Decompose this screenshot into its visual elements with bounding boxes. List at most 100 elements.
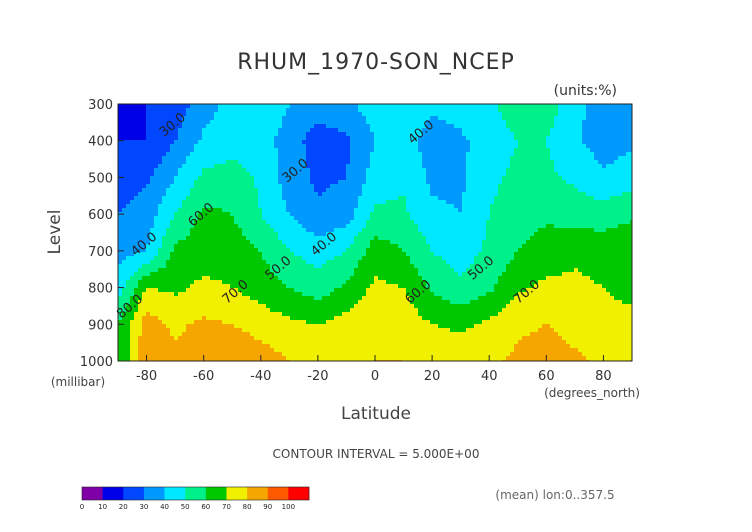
contour-cell bbox=[130, 196, 135, 201]
contour-cell bbox=[414, 252, 419, 257]
contour-cell bbox=[466, 144, 471, 149]
contour-cell bbox=[510, 220, 515, 225]
contour-cell bbox=[358, 180, 363, 185]
contour-cell bbox=[626, 252, 631, 257]
contour-cell bbox=[558, 220, 563, 225]
contour-cell bbox=[514, 160, 519, 165]
contour-cell bbox=[386, 148, 391, 153]
contour-cell bbox=[210, 236, 215, 241]
contour-cell bbox=[354, 196, 359, 201]
contour-cell bbox=[354, 192, 359, 197]
contour-cell bbox=[574, 164, 579, 169]
contour-cell bbox=[554, 212, 559, 217]
contour-cell bbox=[434, 140, 439, 145]
contour-cell bbox=[458, 204, 463, 209]
contour-cell bbox=[558, 120, 563, 125]
contour-cell bbox=[422, 232, 427, 237]
contour-cell bbox=[178, 224, 183, 229]
contour-cell bbox=[414, 236, 419, 241]
contour-cell bbox=[478, 136, 483, 141]
contour-cell bbox=[354, 112, 359, 117]
contour-cell bbox=[182, 204, 187, 209]
contour-cell bbox=[122, 208, 127, 213]
contour-cell bbox=[282, 112, 287, 117]
contour-cell bbox=[238, 192, 243, 197]
contour-cell bbox=[178, 220, 183, 225]
contour-cell bbox=[142, 232, 147, 237]
contour-cell bbox=[170, 188, 175, 193]
contour-cell bbox=[314, 248, 319, 253]
contour-cell bbox=[126, 164, 131, 169]
contour-cell bbox=[522, 244, 527, 249]
contour-cell bbox=[286, 188, 291, 193]
contour-cell bbox=[222, 104, 227, 109]
contour-cell bbox=[630, 244, 632, 249]
contour-cell bbox=[430, 128, 435, 133]
contour-cell bbox=[470, 220, 475, 225]
contour-cell bbox=[478, 208, 483, 213]
contour-cell bbox=[202, 168, 207, 173]
contour-cell bbox=[350, 164, 355, 169]
contour-cell bbox=[474, 208, 479, 213]
contour-cell bbox=[274, 256, 279, 261]
contour-cell bbox=[394, 156, 399, 161]
contour-cell bbox=[598, 144, 603, 149]
contour-cell bbox=[386, 124, 391, 129]
contour-cell bbox=[310, 216, 315, 221]
contour-cell bbox=[378, 112, 383, 117]
contour-cell bbox=[394, 240, 399, 245]
contour-cell bbox=[606, 252, 611, 257]
contour-cell bbox=[570, 108, 575, 113]
contour-cell bbox=[586, 176, 591, 181]
contour-cell bbox=[602, 220, 607, 225]
contour-cell bbox=[442, 192, 447, 197]
contour-cell bbox=[626, 204, 631, 209]
contour-cell bbox=[154, 116, 159, 121]
contour-cell bbox=[246, 244, 251, 249]
contour-cell bbox=[282, 224, 287, 229]
contour-cell bbox=[470, 248, 475, 253]
contour-cell bbox=[330, 152, 335, 157]
contour-cell bbox=[574, 160, 579, 165]
contour-cell bbox=[506, 128, 511, 133]
contour-cell bbox=[374, 232, 379, 237]
contour-cell bbox=[298, 252, 303, 257]
contour-cell bbox=[186, 124, 191, 129]
contour-cell bbox=[326, 248, 331, 253]
contour-cell bbox=[294, 168, 299, 173]
contour-cell bbox=[566, 212, 571, 217]
contour-cell bbox=[282, 248, 287, 253]
contour-cell bbox=[554, 164, 559, 169]
contour-cell bbox=[482, 252, 487, 257]
contour-cell bbox=[262, 176, 267, 181]
contour-cell bbox=[118, 220, 123, 225]
contour-cell bbox=[270, 224, 275, 229]
contour-cell bbox=[350, 200, 355, 205]
contour-cell bbox=[142, 112, 147, 117]
contour-cell bbox=[286, 228, 291, 233]
contour-cell bbox=[502, 156, 507, 161]
contour-cell bbox=[450, 252, 455, 257]
contour-cell bbox=[374, 164, 379, 169]
contour-cell bbox=[298, 212, 303, 217]
contour-cell bbox=[590, 220, 595, 225]
contour-cell bbox=[454, 132, 459, 137]
contour-cell bbox=[258, 172, 263, 177]
contour-cell bbox=[342, 188, 347, 193]
contour-cell bbox=[454, 116, 459, 121]
contour-cell bbox=[578, 140, 583, 145]
contour-cell bbox=[322, 140, 327, 145]
contour-cell bbox=[410, 168, 415, 173]
contour-cell bbox=[606, 196, 611, 201]
contour-cell bbox=[182, 192, 187, 197]
contour-cell bbox=[614, 212, 619, 217]
contour-cell bbox=[406, 140, 411, 145]
contour-cell bbox=[566, 160, 571, 165]
contour-cell bbox=[350, 156, 355, 161]
contour-cell bbox=[338, 136, 343, 141]
contour-cell bbox=[546, 232, 551, 237]
contour-cell bbox=[498, 204, 503, 209]
contour-cell bbox=[610, 188, 615, 193]
contour-cell bbox=[462, 180, 467, 185]
contour-cell bbox=[478, 184, 483, 189]
